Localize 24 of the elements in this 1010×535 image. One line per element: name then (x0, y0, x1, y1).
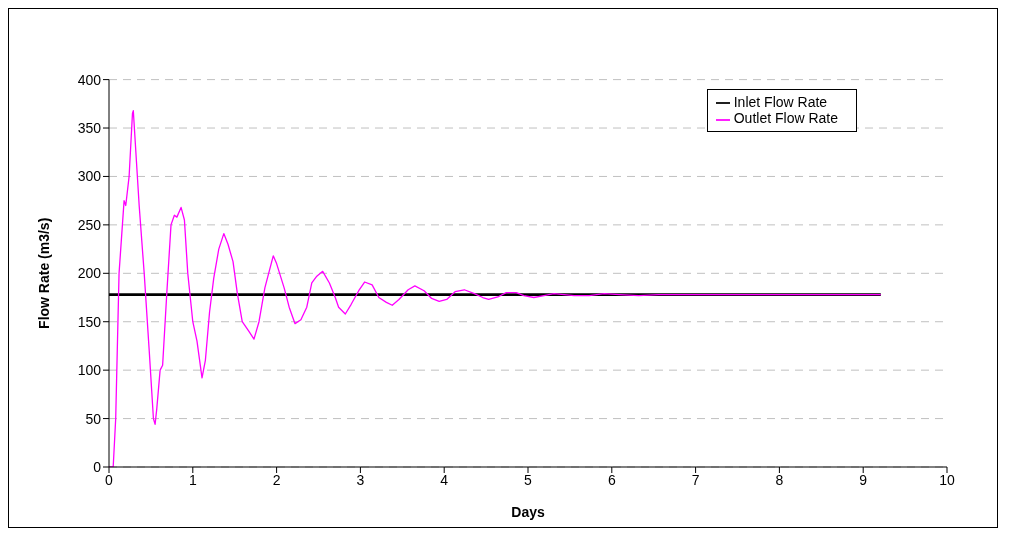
y-axis-title: Flow Rate (m3/s) (35, 217, 52, 329)
y-tick-label: 50 (85, 410, 102, 427)
x-tick-label: 2 (272, 471, 281, 488)
y-tick-label: 150 (77, 313, 102, 330)
y-tick-label: 200 (77, 265, 102, 282)
x-tick-label: 8 (775, 471, 784, 488)
x-tick-label: 7 (691, 471, 700, 488)
y-tick-label: 0 (93, 458, 102, 475)
y-tick-label: 250 (77, 216, 102, 233)
x-tick-label: 9 (859, 471, 868, 488)
legend-label: Outlet Flow Rate (733, 110, 838, 127)
x-tick-label: 6 (607, 471, 616, 488)
y-tick-label: 100 (77, 362, 102, 379)
x-tick-label: 4 (440, 471, 449, 488)
x-tick-label: 3 (356, 471, 365, 488)
x-tick-label: 10 (939, 471, 955, 488)
x-tick-label: 1 (188, 471, 197, 488)
x-axis-title: Days (511, 504, 545, 520)
x-tick-label: 5 (524, 471, 533, 488)
y-tick-label: 350 (77, 119, 102, 136)
x-tick-label: 0 (105, 471, 114, 488)
y-tick-label: 400 (77, 71, 102, 88)
legend-label: Inlet Flow Rate (733, 94, 828, 110)
y-tick-label: 300 (77, 168, 102, 185)
